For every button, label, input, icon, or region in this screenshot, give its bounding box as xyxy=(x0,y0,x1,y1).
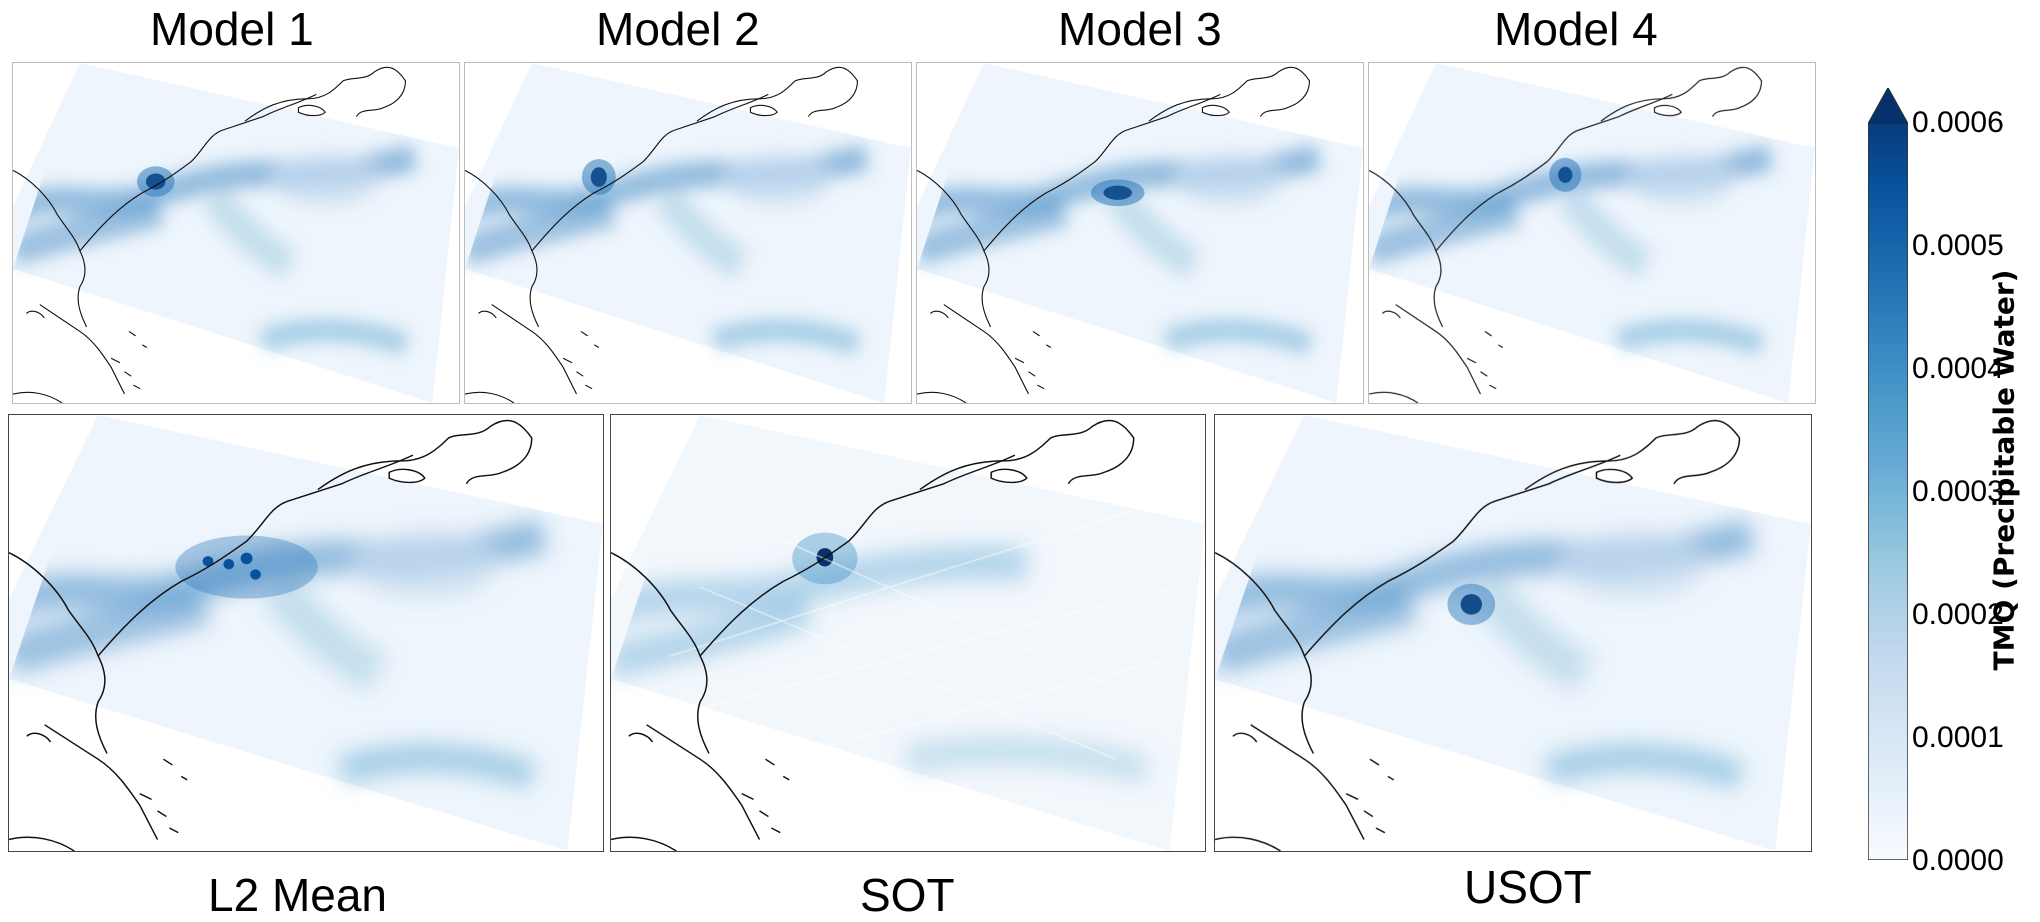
panel-title-model-3: Model 3 xyxy=(1058,3,1222,55)
map-panel-l2-mean xyxy=(8,414,604,852)
map-model-4 xyxy=(1369,63,1815,403)
map-panel-sot xyxy=(610,414,1206,852)
map-sot xyxy=(611,415,1205,851)
colorbar-tick-0: 0.0006 xyxy=(1912,106,2004,139)
panel-title-sot: SOT xyxy=(860,869,955,921)
map-panel-model-2 xyxy=(464,62,912,404)
map-panel-model-3 xyxy=(916,62,1364,404)
colorbar-tick-2: 0.0004 xyxy=(1912,352,2004,385)
panel-title-model-1: Model 1 xyxy=(150,3,314,55)
panel-title-model-2: Model 2 xyxy=(596,3,760,55)
panel-title-usot: USOT xyxy=(1464,861,1592,913)
map-panel-model-1 xyxy=(12,62,460,404)
colorbar-tick-1: 0.0005 xyxy=(1912,229,2004,262)
map-usot xyxy=(1215,415,1811,851)
colorbar-label: TMQ (Precipitable Water) xyxy=(1987,269,2021,671)
colorbar-tick-6: 0.0000 xyxy=(1912,844,2004,877)
map-model-3 xyxy=(917,63,1363,403)
colorbar-tick-5: 0.0001 xyxy=(1912,721,2004,754)
map-model-2 xyxy=(465,63,911,403)
map-l2-mean xyxy=(9,415,603,851)
map-model-1 xyxy=(13,63,459,403)
map-panel-model-4 xyxy=(1368,62,1816,404)
colorbar-extend-arrow xyxy=(1868,88,1908,124)
panel-title-model-4: Model 4 xyxy=(1494,3,1658,55)
panel-title-l2-mean: L2 Mean xyxy=(208,869,388,921)
colorbar-gradient xyxy=(1868,88,1908,860)
colorbar-tick-3: 0.0003 xyxy=(1912,475,2004,508)
map-panel-usot xyxy=(1214,414,1812,852)
colorbar-tick-4: 0.0002 xyxy=(1912,598,2004,631)
colorbar xyxy=(1868,88,1908,860)
